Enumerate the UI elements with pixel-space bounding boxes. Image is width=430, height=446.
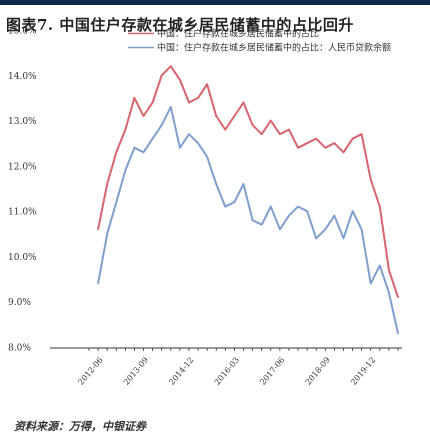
data-point-series-1: [188, 101, 190, 104]
data-point-series-1: [142, 115, 145, 117]
data-point-series-2: [206, 155, 209, 158]
y-tick-label: 8.0%: [8, 344, 31, 354]
data-point-series-2: [297, 205, 299, 208]
data-point-series-1: [115, 151, 118, 154]
data-point-series-2: [224, 205, 227, 208]
y-axis: 8.0% 9.0% 10.0% 11.0% 12.0% 13.0% 14.0% 15.0%: [8, 27, 37, 354]
data-point-series-1: [260, 133, 263, 136]
data-point-series-1: [342, 151, 345, 154]
data-point-series-2: [197, 142, 199, 145]
data-point-series-1: [315, 137, 318, 140]
data-point-series-2: [369, 282, 372, 285]
data-point-series-2: [315, 237, 318, 240]
x-tick-label: 2017-06: [258, 356, 286, 387]
data-point-series-2: [351, 210, 354, 213]
data-point-series-1: [369, 178, 372, 181]
data-point-series-2: [151, 137, 154, 140]
data-point-series-2: [188, 133, 190, 136]
chart-title: 图表7. 中国住户存款在城乡居民储蓄中的占比回升: [6, 16, 354, 34]
data-point-series-2: [260, 223, 263, 226]
data-point-series-1: [242, 101, 245, 104]
legend: 中国：住户存款在城乡居民储蓄中的占比 中国：住户存款在城乡居民储蓄中的占比：人民…: [128, 28, 391, 54]
data-point-series-1: [169, 65, 172, 68]
data-point-series-1: [124, 128, 127, 131]
x-tick-label: 2014-12: [167, 356, 195, 387]
data-point-series-1: [269, 119, 272, 122]
data-point-series-2: [133, 146, 136, 149]
data-point-series-1: [397, 296, 399, 299]
data-point-series-2: [269, 205, 272, 208]
data-point-series-1: [360, 133, 363, 136]
data-point-series-1: [215, 115, 218, 117]
y-tick-label: 9.0%: [8, 298, 31, 308]
data-point-series-2: [324, 228, 327, 231]
data-point-series-2: [306, 210, 309, 213]
data-point-series-1: [306, 142, 309, 145]
data-point-series-2: [342, 237, 345, 240]
data-point-series-1: [351, 137, 354, 140]
data-point-series-1: [324, 146, 327, 149]
data-point-series-2: [115, 201, 118, 203]
y-tick-label: 13.0%: [8, 117, 37, 127]
data-point-series-1: [278, 133, 281, 136]
data-point-series-1: [288, 128, 290, 131]
data-point-series-1: [151, 101, 154, 104]
data-point-series-2: [360, 228, 363, 231]
data-point-series-1: [233, 115, 236, 117]
data-point-series-1: [297, 146, 299, 149]
data-point-series-2: [215, 183, 218, 185]
series-line-1: [97, 65, 399, 298]
data-point-series-2: [106, 232, 109, 235]
data-point-series-1: [197, 97, 199, 99]
x-tick-label: 2012-06: [76, 356, 104, 387]
data-point-series-1: [224, 128, 227, 131]
x-axis: 2012-06 2013-09 2014-12 2016-03 2017-06 2018-…: [50, 347, 402, 387]
data-point-series-2: [233, 201, 236, 203]
legend-label-series-1: 中国：住户存款在城乡居民储蓄中的占比: [157, 28, 319, 40]
data-point-series-2: [97, 282, 99, 285]
y-tick-label: 14.0%: [8, 72, 37, 82]
source-note: 资料来源：万得，中银证券: [14, 420, 146, 433]
legend-label-series-2: 中国：住户存款在城乡居民储蓄中的占比：人民币贷款余额: [157, 42, 391, 54]
data-point-series-1: [251, 124, 254, 126]
data-point-series-2: [142, 151, 145, 154]
data-point-series-1: [106, 183, 109, 185]
data-point-series-2: [169, 106, 172, 108]
data-point-series-2: [242, 183, 245, 185]
data-point-series-1: [160, 74, 163, 77]
data-point-series-2: [397, 332, 399, 335]
data-point-series-2: [378, 264, 381, 267]
x-tick-label: 2016-03: [213, 356, 241, 387]
data-point-series-2: [251, 219, 254, 222]
data-point-series-1: [378, 205, 381, 208]
data-point-series-2: [160, 124, 163, 126]
x-tick-label: 2018-09: [304, 356, 332, 387]
data-point-series-2: [278, 228, 281, 231]
data-point-series-1: [178, 78, 181, 81]
header-bar: [0, 0, 430, 5]
data-point-series-1: [206, 83, 209, 86]
data-point-series-1: [388, 269, 390, 271]
data-point-series-2: [178, 146, 181, 149]
x-tick-label: 2019-12: [349, 356, 377, 387]
x-tick-label: 2013-09: [122, 356, 150, 387]
data-point-series-2: [124, 169, 127, 172]
data-point-series-2: [288, 214, 290, 217]
data-point-series-2: [388, 291, 390, 294]
data-point-series-1: [333, 142, 336, 145]
series-line-2: [97, 106, 399, 334]
data-point-series-2: [333, 214, 336, 217]
data-point-series-1: [133, 97, 136, 99]
y-tick-label: 11.0%: [8, 208, 37, 218]
y-tick-label: 10.0%: [8, 253, 37, 263]
y-tick-label: 15.0%: [8, 27, 37, 37]
data-point-series-1: [97, 228, 99, 231]
y-tick-label: 12.0%: [8, 162, 37, 172]
plot-area: [97, 65, 399, 335]
